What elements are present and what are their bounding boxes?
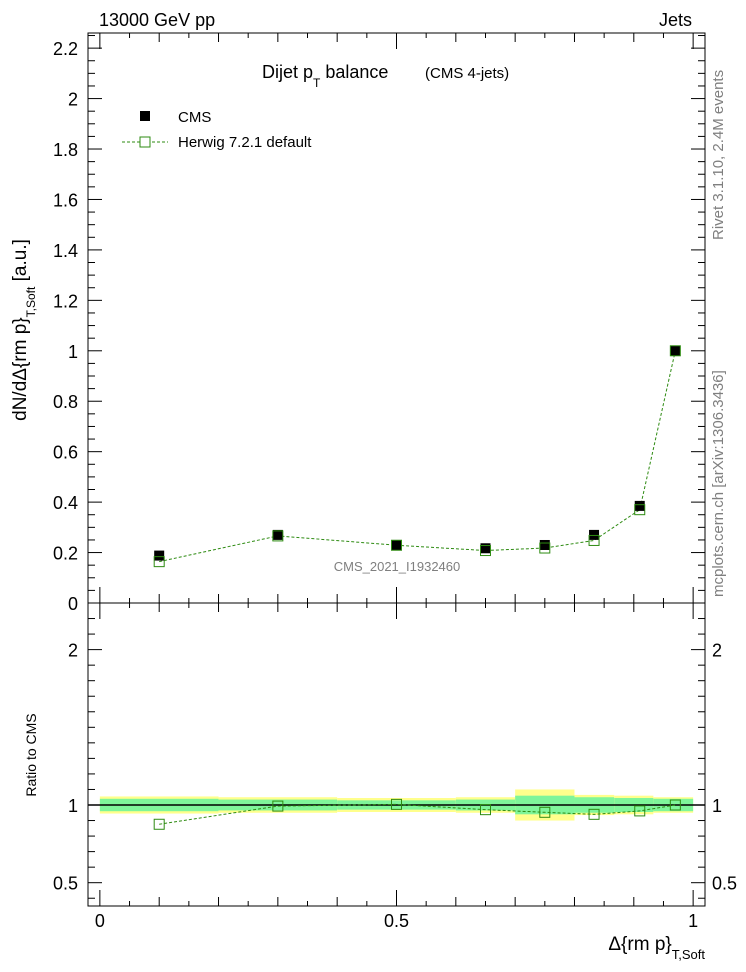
y-tick-label: 2.2 xyxy=(53,39,78,59)
cms-point xyxy=(670,345,681,356)
mc-point xyxy=(669,345,681,357)
y-tick-label: 0 xyxy=(68,594,78,614)
cms-point xyxy=(272,529,283,540)
y-tick-label: 0.6 xyxy=(53,443,78,463)
series-lines xyxy=(159,350,676,825)
y-tick-label: 1.4 xyxy=(53,241,78,261)
ratio-y-axis-label: Ratio to CMS xyxy=(23,713,39,796)
mc-line xyxy=(159,350,676,563)
analysis-id: CMS_2021_I1932460 xyxy=(334,559,461,574)
x-tick-label: 0 xyxy=(95,911,105,931)
ratio-panel-frame xyxy=(87,602,706,907)
legend-cms-label: CMS xyxy=(178,109,211,126)
y-tick-label: 1 xyxy=(68,342,78,362)
ratio-y-tick-label: 2 xyxy=(68,641,78,661)
ratio-y-tick-label-right: 2 xyxy=(712,641,722,661)
ratio-y-tick-label-right: 0.5 xyxy=(712,874,737,894)
mc-point xyxy=(391,539,402,551)
y-tick-label: 2 xyxy=(68,90,78,110)
cms-point xyxy=(589,529,600,540)
tick-labels: 0 0.2 0.4 0.6 0.8 1 1.2 1.4 1.6 1.8 2 2.2 0 0.5 1 0.5 0.… xyxy=(53,39,737,931)
y-axis-label: dN/dΔ{rm p}T,Soft [a.u.] xyxy=(10,239,38,421)
rivet-info: Rivet 3.1.10, 2.4M events xyxy=(710,70,727,240)
cms-point xyxy=(480,543,491,554)
x-tick-label: 0.5 xyxy=(384,911,409,931)
x-axis-label: Δ{rm p}T,Soft xyxy=(608,934,705,962)
series-markers xyxy=(153,345,681,830)
cms-point xyxy=(391,539,402,550)
cms-point xyxy=(154,550,165,561)
mc-point xyxy=(539,542,551,554)
y-tick-label: 0.8 xyxy=(53,392,78,412)
ratio-y-tick-label-right: 1 xyxy=(712,796,722,816)
ratio-mc-line xyxy=(159,803,676,825)
legend-cms-marker xyxy=(140,111,150,121)
plot-title: Dijet pT balance xyxy=(262,62,388,90)
ratio-mc-point xyxy=(272,800,284,812)
mc-point xyxy=(588,534,600,546)
axis-ticks xyxy=(88,33,705,906)
y-tick-label: 1.8 xyxy=(53,140,78,160)
cms-point xyxy=(634,500,645,511)
ratio-uncertainty-bands xyxy=(88,789,705,821)
ratio-mc-point xyxy=(391,798,402,810)
title-rest: balance xyxy=(320,62,388,82)
ratio-mc-point xyxy=(669,799,681,811)
x-tick-label: 1 xyxy=(688,911,698,931)
y-tick-label: 1.6 xyxy=(53,190,78,210)
legend-mc-marker xyxy=(139,136,151,148)
mc-point xyxy=(153,556,165,568)
ratio-mc-point xyxy=(153,818,165,830)
cms-point xyxy=(539,539,550,550)
x-label-main: Δ{rm p} xyxy=(608,934,671,955)
ratio-mc-point xyxy=(588,808,600,820)
title-subscript: T xyxy=(313,76,321,90)
mc-point xyxy=(479,545,491,557)
mc-point xyxy=(634,504,646,516)
y-tick-label: 0.2 xyxy=(53,544,78,564)
mc-point xyxy=(272,530,284,542)
y-label-subscript: T,Soft xyxy=(24,286,38,317)
title-main: Dijet p xyxy=(262,62,313,82)
ratio-mc-point xyxy=(479,804,491,816)
y-tick-label: 0.4 xyxy=(53,493,78,513)
legend-mc-label: Herwig 7.2.1 default xyxy=(178,134,312,151)
header-process: Jets xyxy=(659,10,692,30)
ratio-y-tick-label: 0.5 xyxy=(53,874,78,894)
ratio-mc-point xyxy=(634,805,646,817)
y-label-unit: [a.u.] xyxy=(10,239,31,287)
mcplots-info: mcplots.cern.ch [arXiv:1306.3436] xyxy=(710,370,727,597)
y-tick-label: 1.2 xyxy=(53,291,78,311)
x-label-subscript: T,Soft xyxy=(672,947,706,962)
ratio-y-tick-label: 1 xyxy=(68,796,78,816)
title-note: (CMS 4-jets) xyxy=(425,65,509,82)
header-energy: 13000 GeV pp xyxy=(99,10,215,30)
ratio-mc-point xyxy=(539,806,551,818)
y-label-main: dN/dΔ{rm p} xyxy=(10,317,31,421)
